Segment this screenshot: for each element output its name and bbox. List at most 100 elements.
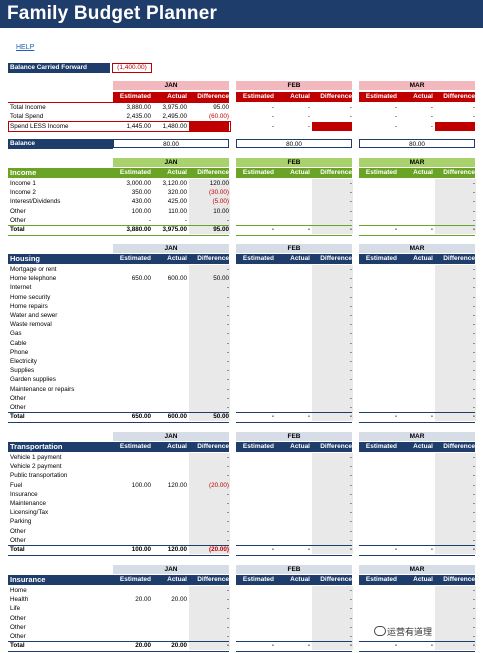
transportation-cell-actual-jan[interactable]: 120.00: [167, 481, 187, 489]
housing-cell-difference-jan[interactable]: -: [226, 358, 229, 365]
transportation-cell-difference-mar[interactable]: -: [472, 490, 475, 498]
summary-cell-estimated-jan[interactable]: 2,435.00: [126, 113, 151, 121]
summary-cell-difference-jan[interactable]: 95.00: [213, 104, 229, 111]
insurance-cell-actual-jan[interactable]: 20.00: [171, 642, 187, 650]
income-cell-difference-feb[interactable]: -: [349, 226, 352, 233]
housing-cell-difference-mar[interactable]: -: [472, 367, 475, 375]
housing-cell-difference-jan[interactable]: -: [226, 385, 229, 393]
transportation-cell-estimated-jan[interactable]: 100.00: [131, 481, 151, 489]
housing-cell-difference-mar[interactable]: -: [472, 404, 475, 411]
summary-cell-estimated-mar[interactable]: -: [394, 104, 397, 111]
housing-cell-difference-mar[interactable]: -: [472, 413, 475, 421]
transportation-cell-difference-feb[interactable]: -: [349, 536, 352, 544]
transportation-cell-difference-feb[interactable]: -: [349, 518, 352, 526]
housing-cell-estimated-feb[interactable]: -: [271, 413, 274, 421]
summary-cell-actual-jan[interactable]: 1,480.00: [162, 122, 187, 130]
insurance-cell-difference-mar[interactable]: -: [472, 623, 475, 631]
insurance-cell-actual-jan[interactable]: 20.00: [171, 596, 187, 604]
housing-cell-difference-jan[interactable]: -: [226, 302, 229, 310]
housing-cell-actual-mar[interactable]: -: [430, 413, 433, 421]
transportation-cell-difference-feb[interactable]: -: [349, 546, 352, 553]
housing-cell-difference-feb[interactable]: -: [349, 302, 352, 310]
housing-cell-difference-mar[interactable]: -: [472, 394, 475, 402]
income-cell-difference-jan[interactable]: (30.00): [209, 189, 229, 197]
housing-cell-difference-feb[interactable]: -: [349, 358, 352, 365]
income-cell-estimated-jan[interactable]: 100.00: [131, 207, 151, 215]
transportation-cell-difference-mar[interactable]: -: [472, 454, 475, 461]
summary-cell-difference-mar[interactable]: -: [472, 104, 475, 111]
transportation-cell-estimated-feb[interactable]: -: [271, 546, 274, 553]
income-cell-estimated-jan[interactable]: -: [148, 216, 151, 224]
balance-value-jan[interactable]: 80.00: [113, 139, 229, 148]
insurance-cell-difference-mar[interactable]: -: [472, 642, 475, 650]
income-cell-estimated-jan[interactable]: 350.00: [131, 189, 151, 197]
income-cell-difference-feb[interactable]: -: [349, 198, 352, 206]
summary-cell-difference-jan[interactable]: (60.00): [209, 113, 229, 121]
housing-cell-difference-jan[interactable]: -: [226, 348, 229, 356]
transportation-cell-difference-jan[interactable]: -: [226, 490, 229, 498]
housing-cell-difference-feb[interactable]: -: [349, 404, 352, 411]
housing-cell-difference-feb[interactable]: -: [349, 284, 352, 292]
housing-cell-difference-feb[interactable]: -: [349, 339, 352, 347]
transportation-cell-difference-mar[interactable]: -: [472, 509, 475, 517]
income-cell-actual-jan[interactable]: -: [184, 216, 187, 224]
housing-cell-actual-jan[interactable]: 600.00: [167, 275, 187, 283]
transportation-cell-difference-jan[interactable]: -: [226, 454, 229, 461]
insurance-cell-difference-feb[interactable]: -: [349, 605, 352, 613]
summary-cell-actual-jan[interactable]: 2,495.00: [162, 113, 187, 121]
housing-cell-difference-feb[interactable]: -: [349, 266, 352, 273]
insurance-cell-difference-mar[interactable]: -: [472, 587, 475, 594]
housing-cell-difference-mar[interactable]: -: [472, 358, 475, 365]
income-cell-difference-mar[interactable]: -: [472, 207, 475, 215]
housing-cell-difference-jan[interactable]: -: [226, 266, 229, 273]
housing-cell-difference-jan[interactable]: -: [226, 404, 229, 411]
insurance-cell-difference-feb[interactable]: -: [349, 596, 352, 604]
income-cell-actual-mar[interactable]: -: [430, 226, 433, 233]
transportation-cell-difference-mar[interactable]: -: [472, 546, 475, 553]
housing-cell-difference-jan[interactable]: -: [226, 339, 229, 347]
transportation-cell-difference-jan[interactable]: -: [226, 527, 229, 535]
transportation-cell-difference-feb[interactable]: -: [349, 454, 352, 461]
income-cell-estimated-jan[interactable]: 430.00: [131, 198, 151, 206]
insurance-cell-actual-feb[interactable]: -: [307, 642, 310, 650]
insurance-cell-difference-jan[interactable]: -: [226, 614, 229, 622]
income-cell-estimated-feb[interactable]: -: [271, 226, 274, 233]
insurance-cell-difference-feb[interactable]: -: [349, 614, 352, 622]
income-cell-difference-mar[interactable]: -: [472, 180, 475, 187]
income-cell-difference-mar[interactable]: -: [472, 189, 475, 197]
help-link[interactable]: HELP: [16, 44, 35, 51]
summary-cell-estimated-jan[interactable]: 1,445.00: [126, 122, 151, 130]
transportation-cell-estimated-jan[interactable]: 100.00: [131, 546, 151, 553]
summary-cell-actual-mar[interactable]: -: [430, 104, 433, 111]
insurance-cell-difference-feb[interactable]: -: [349, 633, 352, 640]
income-cell-difference-jan[interactable]: 120.00: [209, 180, 229, 187]
transportation-cell-difference-jan[interactable]: (20.00): [209, 481, 229, 489]
income-cell-difference-mar[interactable]: -: [472, 216, 475, 224]
summary-cell-actual-mar[interactable]: -: [430, 122, 433, 130]
transportation-cell-actual-feb[interactable]: -: [307, 546, 310, 553]
income-cell-difference-jan[interactable]: 10.00: [213, 207, 229, 215]
transportation-cell-difference-jan[interactable]: -: [226, 536, 229, 544]
income-cell-actual-feb[interactable]: -: [307, 226, 310, 233]
housing-cell-difference-jan[interactable]: -: [226, 376, 229, 384]
insurance-cell-difference-jan[interactable]: -: [226, 605, 229, 613]
income-cell-actual-jan[interactable]: 425.00: [167, 198, 187, 206]
summary-cell-estimated-mar[interactable]: -: [394, 113, 397, 121]
transportation-cell-difference-feb[interactable]: -: [349, 463, 352, 471]
income-cell-difference-mar[interactable]: -: [472, 198, 475, 206]
balance-value-feb[interactable]: 80.00: [236, 139, 352, 148]
housing-cell-difference-feb[interactable]: -: [349, 321, 352, 329]
housing-cell-difference-jan[interactable]: -: [226, 312, 229, 319]
housing-cell-difference-mar[interactable]: -: [472, 312, 475, 319]
housing-cell-difference-feb[interactable]: -: [349, 293, 352, 301]
transportation-cell-actual-jan[interactable]: 120.00: [167, 546, 187, 553]
housing-cell-difference-mar[interactable]: -: [472, 302, 475, 310]
summary-cell-estimated-mar[interactable]: -: [394, 122, 397, 130]
transportation-cell-difference-feb[interactable]: -: [349, 509, 352, 517]
insurance-cell-difference-feb[interactable]: -: [349, 642, 352, 650]
transportation-cell-difference-mar[interactable]: -: [472, 527, 475, 535]
insurance-cell-difference-mar[interactable]: -: [472, 605, 475, 613]
insurance-cell-difference-jan[interactable]: -: [226, 587, 229, 594]
balance-carried-forward-input[interactable]: (1,400.00): [112, 63, 152, 73]
summary-cell-difference-feb[interactable]: -: [349, 113, 352, 121]
